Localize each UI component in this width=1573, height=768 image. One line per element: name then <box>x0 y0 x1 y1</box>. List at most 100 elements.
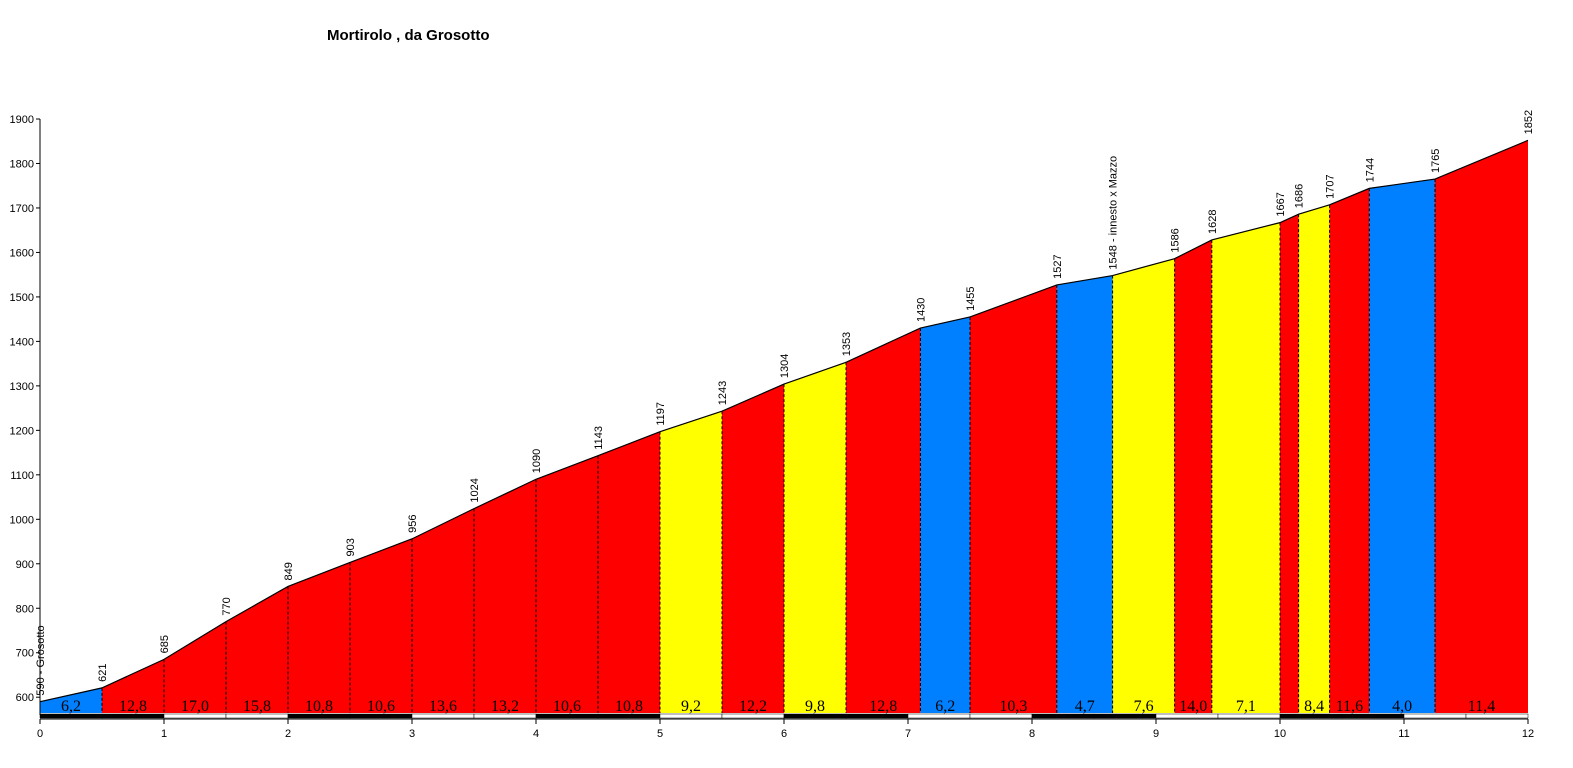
altitude-label: 1852 <box>1523 110 1535 134</box>
km-bar-cell <box>1217 713 1281 719</box>
km-bar-cell <box>1403 713 1467 719</box>
grade-label: 6,2 <box>935 698 955 715</box>
grade-label: 7,1 <box>1236 698 1256 715</box>
km-bar-cell <box>1155 713 1219 719</box>
grade-label: 10,8 <box>615 698 643 715</box>
altitude-label: 956 <box>407 515 419 533</box>
grade-label: 4,7 <box>1075 698 1095 715</box>
profile-line <box>39 139 1529 703</box>
km-bar-cell <box>969 713 1033 719</box>
altitude-label: 1765 <box>1430 149 1442 173</box>
segment-10 <box>660 411 722 713</box>
km-bar-cell <box>535 713 599 719</box>
altitude-label: 849 <box>283 562 295 580</box>
km-bar-cell <box>659 713 723 719</box>
km-bar-cell <box>411 713 475 719</box>
grade-label: 13,2 <box>491 698 519 715</box>
x-tick-label: 8 <box>1029 728 1035 740</box>
segment-1 <box>102 659 164 713</box>
altitude-label: 1143 <box>593 426 605 450</box>
segment-15 <box>970 284 1057 713</box>
grade-label: 10,8 <box>305 698 333 715</box>
grade-label: 7,6 <box>1134 698 1154 715</box>
km-bar-cell <box>1093 713 1157 719</box>
y-tick-label: 1800 <box>10 158 34 170</box>
grade-label: 10,6 <box>553 698 581 715</box>
grade-label: 11,6 <box>1336 698 1363 715</box>
segment-24 <box>1435 140 1528 714</box>
km-bar-cell <box>845 713 909 719</box>
x-axis: 0 1 2 3 4 5 6 7 8 9 10 11 12 <box>37 718 1534 740</box>
y-tick-label: 1500 <box>10 292 34 304</box>
segment-18 <box>1174 239 1212 713</box>
gradient-segments <box>40 140 1528 714</box>
segment-2 <box>164 621 226 713</box>
segment-12 <box>784 362 846 713</box>
km-bar-cell <box>39 713 103 719</box>
segment-16 <box>1056 275 1113 713</box>
grade-label: 12,8 <box>869 698 897 715</box>
x-tick-label: 1 <box>161 728 167 740</box>
altitude-label: 685 <box>159 635 171 653</box>
y-tick-label: 600 <box>16 692 34 704</box>
segment-8 <box>536 455 598 713</box>
x-tick-label: 10 <box>1274 728 1286 740</box>
y-tick-label: 900 <box>16 559 34 571</box>
y-tick-label: 1700 <box>10 203 34 215</box>
km-bar-cell <box>1465 713 1529 719</box>
x-tick-label: 5 <box>657 728 663 740</box>
km-bar-cell <box>907 713 971 719</box>
altitude-label: 1353 <box>841 332 853 356</box>
km-bar-cell <box>1031 713 1095 719</box>
x-tick-label: 6 <box>781 728 787 740</box>
altitude-label: 1744 <box>1364 158 1376 182</box>
grade-label: 9,8 <box>805 698 825 715</box>
grade-label: 17,0 <box>181 698 209 715</box>
km-bar-cell <box>783 713 847 719</box>
altitude-label: 1304 <box>779 354 791 378</box>
km-bar-cell <box>721 713 785 719</box>
altitude-label: 1197 <box>655 402 667 426</box>
y-tick-label: 1600 <box>10 247 34 259</box>
grade-label: 10,6 <box>367 698 395 715</box>
segment-3 <box>226 586 288 713</box>
y-tick-label: 1000 <box>10 514 34 526</box>
km-bar-cell <box>473 713 537 719</box>
grade-labels: 6,2 12,8 17,0 15,8 10,8 10,6 13,6 13,2 10,6 10,8 9… <box>61 698 1495 715</box>
y-tick-label: 1300 <box>10 381 34 393</box>
segment-13 <box>846 328 921 713</box>
x-tick-label: 3 <box>409 728 415 740</box>
altitude-label: 1430 <box>915 298 927 322</box>
altitude-label: 1024 <box>469 478 481 502</box>
km-bar-cell <box>287 713 351 719</box>
altitude-label: 1090 <box>531 449 543 473</box>
y-tick-label: 1200 <box>10 425 34 437</box>
km-bar-cell <box>349 713 413 719</box>
x-tick-label: 12 <box>1522 728 1534 740</box>
x-tick-label: 9 <box>1153 728 1159 740</box>
altitude-label: 1707 <box>1325 174 1337 198</box>
grade-label: 10,3 <box>999 698 1027 715</box>
altitude-label: 590 - Grosotto <box>35 625 47 695</box>
profile-outline <box>39 139 1529 703</box>
segment-19 <box>1211 222 1280 713</box>
km-bar-cell <box>163 713 227 719</box>
km-bar-cell <box>1279 713 1343 719</box>
km-scale-bar <box>39 713 1529 719</box>
x-tick-label: 2 <box>285 728 291 740</box>
segment-dividers <box>101 179 1436 713</box>
segment-22 <box>1329 188 1370 713</box>
segment-21 <box>1298 204 1330 713</box>
y-tick-label: 1100 <box>10 470 34 482</box>
x-tick-label: 11 <box>1398 728 1409 740</box>
altitude-label: 1455 <box>965 286 977 310</box>
segment-7 <box>474 479 536 713</box>
segment-5 <box>350 538 412 713</box>
chart-title: Mortirolo , da Grosotto <box>327 27 490 44</box>
x-tick-label: 0 <box>37 728 43 740</box>
grade-label: 8,4 <box>1304 698 1324 715</box>
segment-20 <box>1280 214 1299 714</box>
segment-11 <box>722 384 784 713</box>
grade-label: 11,4 <box>1468 698 1495 715</box>
